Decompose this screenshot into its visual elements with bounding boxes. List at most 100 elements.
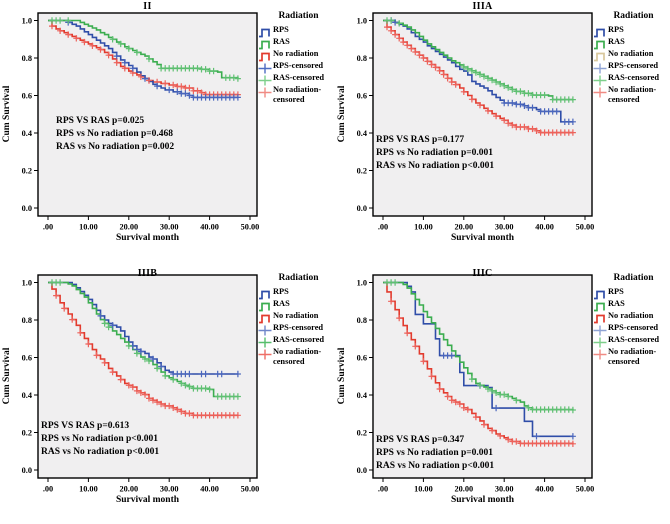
legend-title: Radiation [613,11,654,21]
ras-line-glyph [258,37,272,50]
y-tick-label: 0.6 [22,91,32,100]
x-tick-label: 40.00 [535,223,554,232]
legend: Radiation RPS RAS No radiation RPS-censo… [593,273,670,367]
ras-censored-cross-glyph [593,73,607,86]
y-tick-label: 0.8 [22,54,32,63]
y-tick-label: 0.2 [357,166,367,175]
x-axis-label: Survival month [450,233,515,243]
plot-border [372,274,593,479]
x-tick-label: .00 [378,485,388,494]
x-tick-label: 50.00 [241,485,260,494]
y-tick-label: 0.0 [22,204,32,213]
no-radiation-line-glyph [258,49,272,62]
rps-line-glyph [258,287,272,300]
legend-title: Radiation [613,273,654,283]
x-tick-label: 30.00 [160,223,179,232]
line-swatch-icon [594,52,605,62]
x-tick-label: 40.00 [200,485,219,494]
legend-item-rps: RPS [258,25,335,38]
y-tick-label: 0.8 [22,316,32,325]
pvalue-line-1: RPS VS RAS p=0.613 [41,421,130,431]
y-tick-label: 0.6 [357,91,367,100]
rps-censored-cross-glyph [593,323,607,336]
cross-swatch-icon [258,349,272,360]
chart-title: IIIB [137,268,158,279]
legend-item-no-radiation-censored: No radiation-censored [258,85,335,104]
legend-item-rps-censored: RPS-censored [593,323,670,336]
y-tick-label: 0.8 [357,316,367,325]
rps-censored-cross-glyph [258,61,272,74]
ras-censor-marks [49,279,241,400]
ras-censored-cross-glyph [258,335,272,348]
legend-item-no-radiation: No radiation [258,311,335,324]
x-tick-label: .00 [378,223,388,232]
chart-panel-ii: 0.0 0.2 0.4 0.6 0.8 1.0 .00 10.00 20.00 30.00 40.0… [0,0,335,262]
x-tick-label: 40.00 [200,223,219,232]
no-radiation-line-glyph [593,311,607,324]
rps-line-glyph [593,25,607,38]
pvalue-line-2: RPS vs No radiation p=0.001 [376,448,494,458]
no-radiation-censored-cross-glyph [593,85,607,98]
chart-panel-iiic: 0.0 0.2 0.4 0.6 0.8 1.0 .00 10.00 20.00 30.00 40.0… [335,262,670,524]
plot-border [372,12,593,217]
x-tick-label: 30.00 [495,485,514,494]
no-radiation-censor-marks [388,298,576,447]
x-tick-label: 10.00 [414,485,433,494]
line-swatch-icon [594,40,605,50]
pvalue-line-2: RPS vs No radiation p=0.468 [56,129,174,139]
pvalue-line-3: RAS vs No radiation p<0.001 [376,161,495,171]
cross-swatch-icon [593,87,607,98]
legend-item-no-radiation: No radiation [593,311,670,324]
y-axis-label: Cum Survival [2,347,12,405]
rps-line-glyph [258,25,272,38]
y-tick-label: 0.8 [357,54,367,63]
no-radiation-line-glyph [258,311,272,324]
legend-item-rps: RPS [593,287,670,300]
y-tick-label: 1.0 [22,278,32,287]
line-swatch-icon [259,314,270,324]
cross-swatch-icon [593,75,607,86]
line-swatch-icon [259,290,270,300]
x-tick-label: 10.00 [79,485,98,494]
plot-area [38,13,257,216]
x-axis-label: Survival month [115,233,180,243]
ras-censor-marks [384,17,576,103]
legend-item-ras-censored: RAS-censored [593,73,670,86]
rps-censored-cross-glyph [258,323,272,336]
cross-swatch-icon [258,63,272,74]
legend-item-no-radiation-censored: No radiation-censored [593,347,670,366]
x-tick-label: 20.00 [454,485,473,494]
x-tick-label: .00 [43,485,53,494]
chart-title: IIIC [472,268,493,279]
legend-item-no-radiation-censored: No radiation-censored [593,85,670,104]
plot-area [373,13,592,216]
x-tick-label: 30.00 [495,223,514,232]
legend-item-no-radiation-censored: No radiation-censored [258,347,335,366]
y-axis-label: Cum Survival [337,85,347,143]
rps-line-glyph [593,287,607,300]
rps-censored-cross-glyph [593,61,607,74]
ras-curve [383,281,574,411]
survival-plot-svg: 0.0 0.2 0.4 0.6 0.8 1.0 .00 10.00 20.00 30.00 40.0… [357,274,595,494]
line-swatch-icon [594,290,605,300]
y-tick-label: 0.4 [22,129,32,138]
x-tick-label: 50.00 [576,485,595,494]
y-tick-label: 0.0 [22,466,32,475]
pvalue-line-1: RPS VS RAS p=0.347 [376,435,465,445]
legend-item-rps-censored: RPS-censored [593,61,670,74]
x-tick-label: 40.00 [535,485,554,494]
legend-item-no-radiation: No radiation [593,49,670,62]
pvalue-annotations: RPS VS RAS p=0.177 RPS vs No radiation p… [376,134,494,173]
survival-plot-svg: 0.0 0.2 0.4 0.6 0.8 1.0 .00 10.00 20.00 30.00 40.0… [22,274,260,494]
pvalue-line-3: RAS vs No radiation p<0.001 [41,447,160,457]
legend-item-ras-censored: RAS-censored [258,73,335,86]
plot-border [37,274,258,479]
pvalue-line-1: RPS VS RAS p=0.025 [56,116,145,126]
cross-swatch-icon [258,337,272,348]
legend-item-rps-censored: RPS-censored [258,61,335,74]
line-swatch-icon [594,302,605,312]
legend: Radiation RPS RAS No radiation RPS-censo… [258,273,335,367]
legend-title: Radiation [278,273,319,283]
x-tick-label: 10.00 [414,223,433,232]
legend-item-ras: RAS [593,299,670,312]
